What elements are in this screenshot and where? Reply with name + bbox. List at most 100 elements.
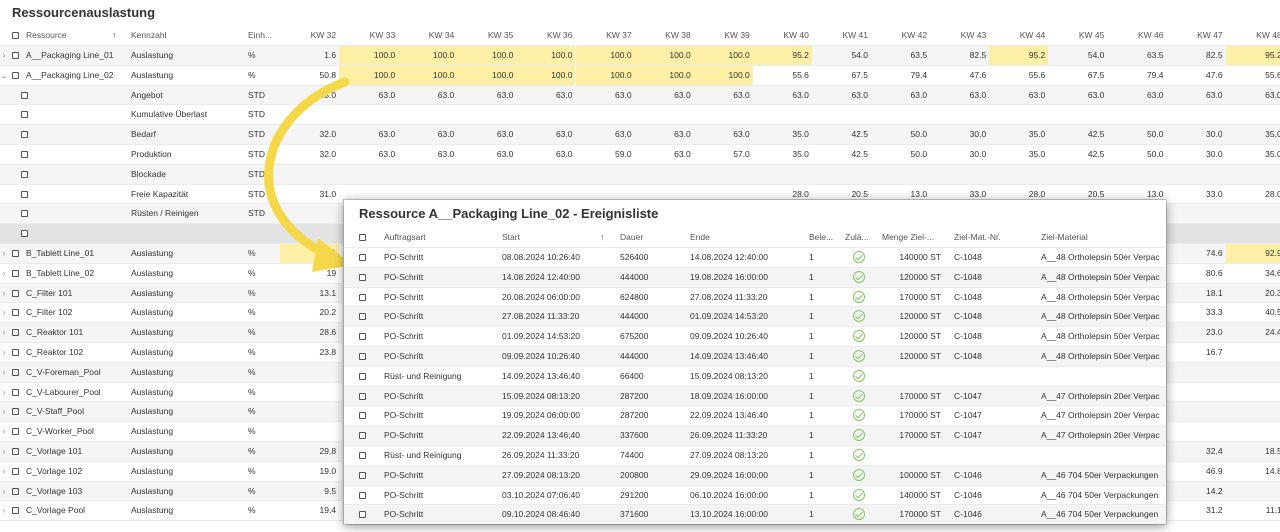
week-value-cell[interactable]: [753, 165, 812, 184]
week-value-cell[interactable]: [694, 165, 753, 184]
week-value-cell[interactable]: 28.0: [792, 188, 809, 199]
week-value-cell[interactable]: 42.5: [851, 148, 868, 159]
week-value-cell[interactable]: 19: [326, 267, 337, 278]
week-value-cell[interactable]: 63.0: [733, 129, 750, 140]
week-value-cell[interactable]: [576, 105, 635, 124]
week-value-cell[interactable]: 100.0: [634, 46, 694, 65]
week-value-cell[interactable]: 100.0: [516, 65, 576, 85]
week-value-cell[interactable]: [871, 105, 930, 124]
week-value-cell[interactable]: 79.4: [910, 69, 928, 80]
week-value-cell[interactable]: 55.6: [1265, 69, 1280, 80]
week-value-cell[interactable]: [1226, 224, 1280, 243]
week-value-cell[interactable]: [1226, 343, 1280, 362]
grid-row[interactable]: ⌄ A__Packaging Line_02 Auslastung% 50.8 100.…: [0, 65, 1280, 86]
event-column-header[interactable]: Auftragsart: [384, 232, 426, 242]
event-row[interactable]: PO-Schritt 27.08.2024 11:33:20 444000 01.09…: [344, 307, 1166, 328]
event-column-header[interactable]: Dauer: [620, 232, 644, 242]
week-value-cell[interactable]: 55.6: [792, 69, 809, 80]
row-checkbox[interactable]: [359, 254, 366, 261]
column-header-week[interactable]: KW 44: [1019, 30, 1046, 40]
expand-chevron-icon[interactable]: ›: [2, 427, 6, 437]
week-value-cell[interactable]: [516, 165, 575, 184]
week-value-cell[interactable]: 100.0: [398, 65, 458, 85]
week-value-cell[interactable]: 63.0: [1087, 89, 1105, 100]
week-value-cell[interactable]: 50.0: [1146, 148, 1164, 159]
week-value-cell[interactable]: 100.0: [693, 46, 753, 65]
event-column-header[interactable]: Bele...: [809, 232, 834, 242]
event-column-header[interactable]: Ende: [690, 232, 710, 242]
week-value-cell[interactable]: 63.0: [1206, 89, 1223, 100]
week-value-cell[interactable]: [635, 165, 694, 184]
week-value-cell[interactable]: [1048, 165, 1107, 184]
week-value-cell[interactable]: [1167, 105, 1226, 124]
week-value-cell[interactable]: 20.5: [1087, 188, 1105, 199]
week-value-cell[interactable]: [1167, 383, 1226, 402]
week-value-cell[interactable]: 47.6: [969, 69, 987, 80]
week-value-cell[interactable]: 57.0: [733, 148, 750, 159]
column-header-einheit[interactable]: Einh...: [248, 30, 273, 40]
week-value-cell[interactable]: [753, 105, 812, 124]
week-value-cell[interactable]: 100.0: [575, 46, 635, 65]
week-value-cell[interactable]: 35.0: [1265, 129, 1280, 140]
week-value-cell[interactable]: 63.0: [674, 148, 691, 159]
week-value-cell[interactable]: [1107, 165, 1166, 184]
week-value-cell[interactable]: 35.0: [792, 148, 809, 159]
event-row[interactable]: PO-Schritt 15.09.2024 08:13:20 287200 18.09…: [344, 386, 1166, 407]
week-value-cell[interactable]: 63.0: [437, 148, 455, 159]
week-value-cell[interactable]: [930, 105, 989, 124]
week-value-cell[interactable]: 30.0: [1206, 148, 1223, 159]
event-row[interactable]: PO-Schritt 22.09.2024 13:46:40 337600 26.09…: [344, 426, 1166, 446]
week-value-cell[interactable]: [1048, 105, 1107, 124]
week-value-cell[interactable]: 23.0: [1206, 327, 1223, 338]
column-header-week[interactable]: KW 35: [487, 30, 514, 40]
week-value-cell[interactable]: 32.4: [1206, 445, 1223, 456]
week-value-cell[interactable]: 30.0: [969, 129, 987, 140]
week-value-cell[interactable]: [1226, 363, 1280, 382]
week-value-cell[interactable]: [280, 204, 339, 223]
row-checkbox[interactable]: [359, 432, 366, 440]
week-value-cell[interactable]: 9.5: [324, 485, 337, 496]
week-value-cell[interactable]: 63.0: [792, 89, 809, 100]
week-value-cell[interactable]: 50.0: [910, 148, 928, 159]
week-value-cell[interactable]: 33.3: [1206, 307, 1223, 318]
expand-chevron-icon[interactable]: ›: [2, 248, 6, 258]
event-row[interactable]: PO-Schritt 09.09.2024 10:26:40 444000 14.09…: [344, 346, 1166, 367]
week-value-cell[interactable]: 63.0: [674, 129, 691, 140]
week-value-cell[interactable]: 13.0: [1146, 188, 1164, 199]
week-value-cell[interactable]: 100.0: [575, 65, 635, 85]
column-header-week[interactable]: KW 47: [1197, 30, 1223, 40]
week-value-cell[interactable]: [1226, 422, 1280, 441]
grid-row[interactable]: Angebot STD 63.0 63.0 63.0 63.0 63.0 63.0 63.0 63…: [0, 85, 1280, 106]
event-row[interactable]: PO-Schritt 01.09.2024 14:53:20 675200 09.09…: [344, 327, 1166, 347]
week-value-cell[interactable]: [339, 165, 398, 184]
week-value-cell[interactable]: 23.8: [319, 346, 337, 357]
row-checkbox[interactable]: [12, 289, 19, 297]
column-header-week[interactable]: KW 45: [1078, 30, 1105, 40]
week-value-cell[interactable]: 24.4: [1265, 327, 1280, 338]
row-checkbox[interactable]: [12, 249, 19, 257]
column-header-ressource[interactable]: Ressource: [26, 30, 67, 40]
expand-chevron-icon[interactable]: ›: [2, 407, 6, 417]
week-value-cell[interactable]: [280, 224, 339, 243]
week-value-cell[interactable]: [1107, 105, 1166, 124]
week-value-cell[interactable]: 82.5: [1206, 50, 1223, 60]
row-checkbox[interactable]: [359, 511, 366, 519]
week-value-cell[interactable]: [635, 105, 694, 124]
week-value-cell[interactable]: 42.5: [1087, 129, 1105, 140]
week-value-cell[interactable]: 11.1: [1265, 505, 1280, 516]
week-value-cell[interactable]: 63.5: [1146, 50, 1164, 60]
row-checkbox[interactable]: [12, 269, 19, 277]
week-value-cell[interactable]: 20.5: [851, 188, 868, 199]
row-checkbox[interactable]: [21, 150, 28, 158]
week-value-cell[interactable]: 46.9: [1206, 465, 1223, 476]
week-value-cell[interactable]: 100.0: [693, 65, 753, 85]
week-value-cell[interactable]: 63.0: [378, 89, 396, 100]
week-value-cell[interactable]: 42.5: [851, 129, 868, 140]
week-value-cell[interactable]: 63.0: [733, 89, 750, 100]
grid-row[interactable]: Produktion STD 32.0 63.0 63.0 63.0 63.0 59.0 63.…: [0, 145, 1280, 165]
week-value-cell[interactable]: [989, 165, 1048, 184]
week-value-cell[interactable]: 63.0: [555, 129, 573, 140]
week-value-cell[interactable]: [280, 165, 339, 184]
week-value-cell[interactable]: 74.6: [1206, 247, 1223, 258]
week-value-cell[interactable]: 13.0: [910, 188, 928, 199]
